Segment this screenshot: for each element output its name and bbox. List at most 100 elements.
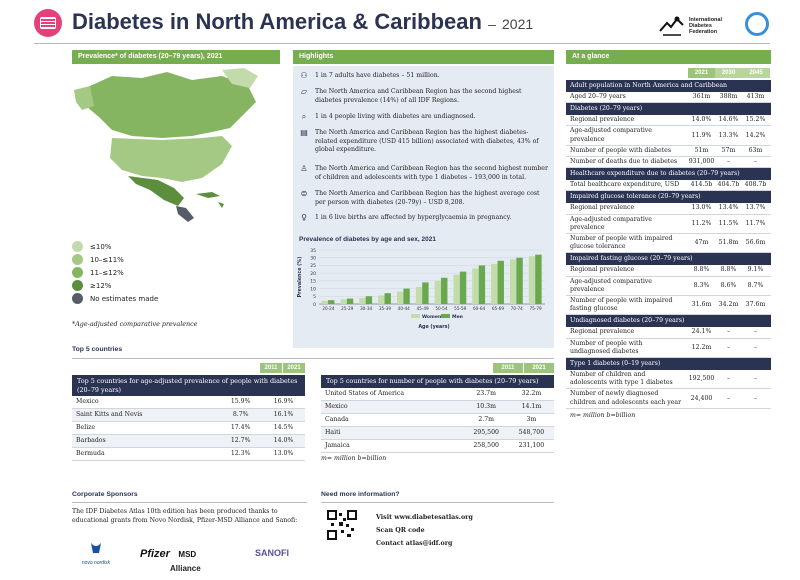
table: Mexico 15.9% 16.9% Saint Kitts and Nevis 8.… (72, 396, 305, 461)
legend-swatch (411, 314, 420, 318)
glance-row-label: Regional prevalence (570, 116, 635, 124)
y-tick-label: 0 (313, 302, 316, 308)
pregnancy-icon: ♀ (301, 213, 307, 222)
glance-value-2030: 51.8m (718, 239, 739, 247)
glance-value-2045: – (753, 375, 758, 383)
glance-value-2021: 8.8% (693, 266, 710, 274)
legend-item: No estimates made (72, 292, 232, 305)
glance-row: Aged 20–79 years 361m 388m 413m (566, 92, 771, 104)
highlight-item: ⚇ 1 in 7 adults have diabetes – 51 millio… (293, 71, 549, 81)
more-info-lines: Visit www.diabetesatlas.org Scan QR code… (376, 511, 473, 550)
map-greenland (222, 68, 258, 88)
glance-row-label: Regional prevalence (570, 328, 635, 336)
top5-number-table: 2011 2021 Top 5 countries for number of … (321, 363, 554, 463)
bar-men (441, 277, 448, 304)
x-tick-label: 30-34 (360, 306, 373, 311)
alliance-logo-text: Alliance (170, 564, 201, 573)
glance-value-2021: 14.0% (691, 116, 712, 124)
glance-section-header: Type 1 diabetes (0–19 years) (566, 358, 771, 371)
highlights-panel: ⚇ 1 in 7 adults have diabetes – 51 millio… (293, 66, 554, 348)
year-header: 2011 (260, 363, 282, 373)
legend-swatch (72, 293, 83, 304)
x-tick-label: 55-59 (454, 306, 467, 311)
glance-value-2021: 24,400 (690, 394, 713, 402)
glance-value-2045: 37.6m (745, 301, 766, 309)
glance-value-2021: 31.6m (691, 301, 712, 309)
value-2011: 12.7% (219, 434, 263, 448)
top5-divider (72, 358, 554, 359)
glance-section-header: Impaired fasting glucose (20–79 years) (566, 253, 771, 266)
bar-men (403, 288, 410, 304)
region-badge-icon (34, 9, 62, 37)
table-row: Haiti 295,500 548,700 (321, 426, 554, 440)
y-tick-label: 35 (310, 248, 316, 254)
value-2021: 548,700 (508, 426, 554, 440)
novo-logo-text: novo nordisk (81, 560, 111, 566)
legend-swatch (72, 267, 83, 278)
bar-women (491, 263, 498, 304)
map-mexico (128, 176, 184, 206)
country-cell: United States of America (321, 387, 464, 401)
year-header: 2030 (715, 68, 742, 78)
bar-men (346, 298, 354, 304)
map-section-title: Prevalence* of diabetes (20–79 years), 2… (72, 50, 280, 64)
child-icon: ♙ (300, 164, 308, 173)
table-header: Top 5 countries for number of people wit… (321, 375, 554, 388)
legend-item: ≥12% (72, 279, 232, 292)
glance-value-2030: 14.6% (718, 116, 739, 124)
y-tick-label: 10 (310, 286, 316, 292)
glance-value-2030: 8.8% (720, 266, 737, 274)
glance-value-2045: 8.7% (747, 281, 764, 289)
country-cell: Haiti (321, 426, 464, 440)
glance-row: Total healthcare expenditure, USD 414.5b 4… (566, 180, 771, 192)
at-a-glance-body: Adult population in North America and Ca… (566, 80, 771, 409)
glance-value-2021: 11.2% (691, 219, 712, 227)
sponsors-text: The IDF Diabetes Atlas 10th edition has … (72, 508, 298, 524)
glance-value-2045: – (753, 158, 758, 166)
glance-value-2030: 13.4% (718, 204, 739, 212)
table-row: Mexico 10.3m 14.1m (321, 400, 554, 414)
qr-code-icon[interactable] (327, 510, 357, 540)
glance-value-2021: 13.0% (691, 204, 712, 212)
highlight-text: 1 in 7 adults have diabetes – 51 million… (315, 72, 440, 79)
value-2021: 16.9% (262, 396, 305, 409)
at-a-glance-footnote: m= million b=billion (570, 411, 636, 419)
year-header: 2021 (524, 363, 554, 373)
x-tick-label: 35-39 (379, 306, 392, 311)
legend-label: Women (422, 314, 441, 320)
top5-prevalence-table: 2011 2021 Top 5 countries for age-adjust… (72, 363, 305, 461)
y-tick-label: 30 (310, 256, 316, 262)
map-footnote: *Age-adjusted comparative prevalence (72, 320, 198, 328)
money-icon: ▤ (300, 128, 308, 137)
glance-value-2021: 24.1% (691, 328, 712, 336)
x-tick-label: 60-64 (473, 306, 486, 311)
glance-row-label: Number of children and adolescents with … (570, 371, 673, 387)
legend-label: Men (452, 314, 463, 320)
scan-qr-text: Scan QR code (376, 527, 425, 534)
glance-row: Regional prevalence 8.8% 8.8% 9.1% (566, 265, 771, 277)
value-2021: 14.1m (508, 400, 554, 414)
chart-title: Prevalence of diabetes by age and sex, 2… (299, 236, 436, 243)
highlights-title: Highlights (293, 50, 554, 64)
contact-email-link[interactable]: Contact atlas@idf.org (376, 540, 453, 547)
glance-row: Age-adjusted comparative prevalence 8.3% 8… (566, 277, 771, 297)
glance-row-label: Age-adjusted comparative prevalence (570, 127, 652, 143)
x-tick-label: 50-54 (435, 306, 448, 311)
value-2011: 15.9% (219, 396, 263, 409)
glance-row: Regional prevalence 24.1% – – (566, 327, 771, 339)
website-link[interactable]: Visit www.diabetesatlas.org (376, 514, 473, 521)
x-tick-label: 25-29 (341, 306, 354, 311)
country-cell: Barbados (72, 434, 220, 448)
sponsors-title: Corporate Sponsors (72, 491, 138, 498)
glance-value-2045: – (753, 328, 758, 336)
people-icon: ⚇ (300, 71, 308, 80)
value-2021: 13.0% (262, 447, 305, 461)
glance-row: Age-adjusted comparative prevalence 11.2%… (566, 215, 771, 235)
bar-women (321, 300, 329, 304)
glance-row-label: Number of deaths due to diabetes (570, 158, 678, 166)
sanofi-logo-text: SANOFI (255, 548, 290, 558)
value-2021: 32.2m (508, 387, 554, 401)
value-2011: 295,500 (463, 426, 509, 440)
glance-row: Number of people with diabetes 51m 57m 63m (566, 146, 771, 158)
